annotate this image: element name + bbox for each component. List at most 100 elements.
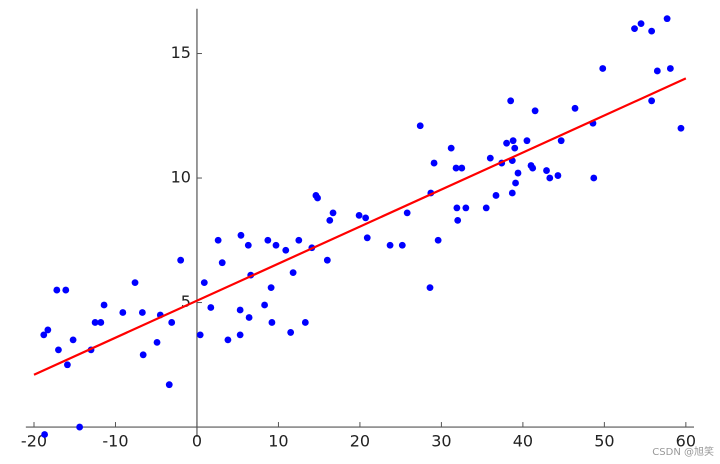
point — [62, 286, 70, 294]
point — [168, 319, 176, 326]
point — [200, 279, 208, 287]
point — [97, 319, 105, 326]
point — [177, 256, 185, 264]
point — [282, 246, 290, 254]
x-tick-label: -20 — [21, 432, 47, 451]
point — [295, 236, 303, 244]
point — [511, 144, 519, 152]
y-tick-label: 15 — [171, 43, 191, 62]
point — [76, 423, 84, 431]
point — [362, 214, 370, 222]
point — [91, 319, 99, 326]
point — [386, 241, 394, 249]
point — [224, 336, 232, 344]
point — [508, 189, 516, 197]
point — [41, 431, 48, 438]
point — [434, 236, 442, 244]
point — [55, 346, 62, 354]
point — [507, 97, 515, 105]
point — [214, 236, 222, 244]
point — [100, 301, 108, 309]
point — [430, 159, 438, 167]
point — [264, 236, 272, 244]
point — [666, 65, 674, 72]
point — [509, 137, 517, 145]
x-tick-label: 20 — [350, 432, 370, 451]
point — [326, 216, 334, 224]
point — [119, 309, 127, 316]
point — [237, 231, 245, 239]
point — [462, 204, 470, 212]
point — [453, 204, 461, 212]
point — [454, 216, 462, 224]
point — [531, 107, 539, 115]
point — [287, 329, 295, 336]
point — [138, 309, 146, 316]
point — [289, 269, 297, 277]
point — [363, 234, 371, 242]
point — [648, 97, 656, 105]
point — [631, 25, 638, 33]
point — [512, 179, 519, 187]
point — [599, 65, 607, 72]
point — [523, 137, 531, 145]
point — [131, 279, 139, 287]
point — [218, 259, 226, 267]
point — [543, 167, 550, 174]
point — [314, 194, 321, 202]
y-tick-label: 5 — [181, 292, 191, 311]
point — [236, 306, 244, 314]
point — [503, 139, 510, 147]
point — [272, 241, 280, 249]
y-tick-label: 10 — [171, 168, 191, 187]
point — [268, 319, 276, 326]
point — [482, 204, 490, 212]
point — [557, 137, 565, 145]
point — [236, 331, 244, 339]
point — [196, 331, 204, 339]
point — [323, 256, 331, 264]
point — [301, 319, 309, 326]
point — [554, 172, 562, 179]
point — [590, 174, 598, 182]
point — [514, 169, 522, 177]
x-tick-label: 0 — [192, 432, 202, 451]
point — [64, 361, 71, 369]
point — [486, 154, 494, 162]
point — [447, 144, 455, 152]
watermark: CSDN @旭笑 — [652, 445, 714, 458]
point — [529, 164, 537, 172]
x-tick-label: 10 — [268, 432, 288, 451]
x-tick-label: 30 — [431, 432, 451, 451]
point — [165, 381, 173, 389]
point — [458, 164, 466, 172]
point — [139, 351, 147, 359]
x-tick-label: 40 — [513, 432, 533, 451]
point — [153, 338, 161, 346]
point — [53, 286, 61, 294]
point — [546, 174, 554, 182]
point — [416, 122, 424, 130]
point — [403, 209, 411, 217]
point — [267, 284, 275, 291]
point — [452, 164, 460, 172]
point — [398, 241, 406, 249]
point — [677, 124, 685, 132]
point — [244, 241, 252, 249]
point — [207, 304, 215, 311]
point — [355, 211, 363, 219]
point — [44, 326, 52, 334]
point — [261, 301, 268, 309]
x-tick-label: 50 — [594, 432, 614, 451]
point — [663, 15, 671, 23]
point — [329, 209, 337, 217]
x-tick-label: -10 — [102, 432, 128, 451]
point — [245, 314, 253, 321]
point — [69, 336, 77, 344]
point — [40, 331, 48, 339]
point — [637, 20, 645, 28]
fit-line — [33, 77, 687, 376]
point — [492, 192, 500, 199]
x-tick-label: 60 — [676, 432, 696, 451]
